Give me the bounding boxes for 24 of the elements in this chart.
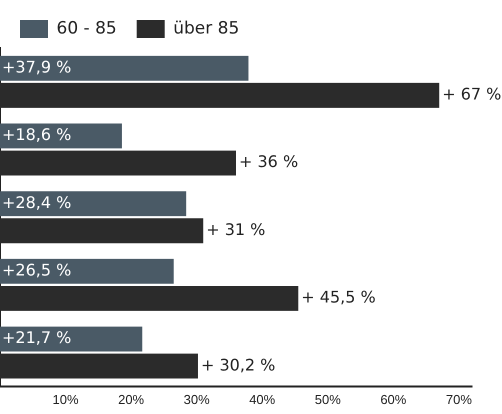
bar <box>0 326 142 352</box>
data-label: +37,9 % <box>2 57 72 76</box>
bar <box>0 191 186 216</box>
x-tick-label: 40% <box>249 392 276 407</box>
data-label: +28,4 % <box>2 192 72 212</box>
data-label: + 36 % <box>239 152 298 172</box>
legend-label: über 85 <box>173 18 240 38</box>
data-label: +21,7 % <box>2 328 72 348</box>
data-label: +18,6 % <box>2 125 72 144</box>
data-label: + 45,5 % <box>301 288 376 307</box>
data-label: +26,5 % <box>2 260 72 280</box>
bar <box>0 124 122 148</box>
x-tick-label: 20% <box>118 392 145 407</box>
data-label: + 67 % <box>442 84 502 104</box>
x-tick-label: 70% <box>446 392 472 407</box>
legend-label: 60 - 85 <box>56 18 117 38</box>
x-tick-label: 60% <box>380 392 407 407</box>
bar <box>0 56 248 81</box>
x-tick-label: 50% <box>314 392 342 407</box>
data-label: + 31 % <box>206 220 266 239</box>
bar <box>0 258 174 284</box>
data-label: + 30,2 % <box>200 355 276 374</box>
x-tick-label: 10% <box>52 392 79 407</box>
x-tick-label: 30% <box>184 392 210 407</box>
